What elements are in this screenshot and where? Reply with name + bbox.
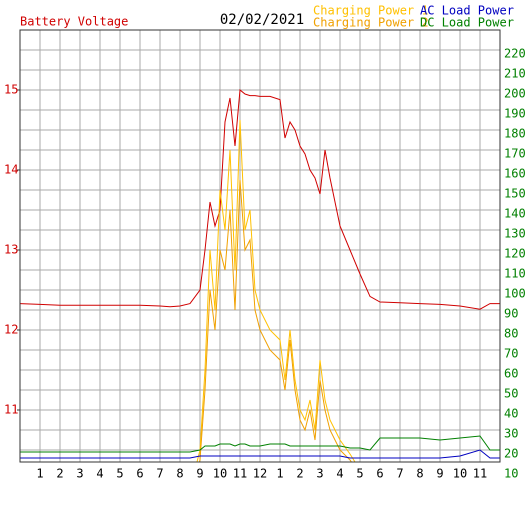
y2-tick-label: 150 bbox=[504, 187, 526, 201]
legend-entry: Charging Power 2 bbox=[313, 16, 429, 30]
y-tick-label: 11 bbox=[4, 403, 18, 417]
x-tick-label: 11 bbox=[473, 467, 487, 481]
x-tick-label: 4 bbox=[336, 467, 343, 481]
x-tick-label: 2 bbox=[296, 467, 303, 481]
plot-lines bbox=[20, 89, 500, 462]
legend-entry: DC Load Power bbox=[420, 16, 514, 30]
plot-frame bbox=[19, 29, 501, 463]
x-tick-label: 7 bbox=[156, 467, 163, 481]
y2-tick-label: 200 bbox=[504, 87, 526, 101]
y2-tick-label: 180 bbox=[504, 127, 526, 141]
y2-tick-label: 160 bbox=[504, 167, 526, 181]
y2-tick-label: 70 bbox=[504, 347, 518, 361]
x-tick-label: 1 bbox=[276, 467, 283, 481]
x-tick-label: 3 bbox=[316, 467, 323, 481]
x-tick-label: 2 bbox=[56, 467, 63, 481]
series-line bbox=[20, 435, 500, 453]
y-tick-label: 12 bbox=[4, 323, 18, 337]
series-line bbox=[20, 89, 500, 310]
x-tick-label: 3 bbox=[76, 467, 83, 481]
x-tick-label: 12 bbox=[253, 467, 267, 481]
x-tick-label: 9 bbox=[436, 467, 443, 481]
grid bbox=[20, 30, 500, 462]
y2-tick-label: 110 bbox=[504, 267, 526, 281]
y2-tick-label: 130 bbox=[504, 227, 526, 241]
legend-entry: AC Load Power bbox=[420, 4, 514, 18]
series-line bbox=[20, 449, 500, 459]
y-tick-label: 15 bbox=[4, 83, 18, 97]
y2-tick-label: 20 bbox=[504, 447, 518, 461]
y-tick-label: 14 bbox=[4, 163, 18, 177]
y2-tick-label: 90 bbox=[504, 307, 518, 321]
y2-tick-label: 10 bbox=[504, 467, 518, 481]
y2-tick-label: 210 bbox=[504, 67, 526, 81]
x-tick-label: 6 bbox=[136, 467, 143, 481]
x-tick-label: 6 bbox=[376, 467, 383, 481]
y2-tick-label: 100 bbox=[504, 287, 526, 301]
chart-title: 02/02/2021 bbox=[220, 12, 304, 28]
x-tick-label: 5 bbox=[356, 467, 363, 481]
y2-tick-label: 120 bbox=[504, 247, 526, 261]
y2-tick-label: 60 bbox=[504, 367, 518, 381]
x-tick-label: 7 bbox=[396, 467, 403, 481]
x-tick-label: 1 bbox=[36, 467, 43, 481]
y2-tick-label: 40 bbox=[504, 407, 518, 421]
y2-tick-label: 170 bbox=[504, 147, 526, 161]
y2-tick-label: 80 bbox=[504, 327, 518, 341]
y2-tick-label: 220 bbox=[504, 47, 526, 61]
series-line bbox=[198, 179, 353, 462]
y2-tick-label: 190 bbox=[504, 107, 526, 121]
y-axis-label: Battery Voltage bbox=[20, 15, 128, 29]
y2-tick-label: 30 bbox=[504, 427, 518, 441]
x-tick-label: 5 bbox=[116, 467, 123, 481]
series-line bbox=[196, 119, 356, 462]
x-tick-label: 11 bbox=[233, 467, 247, 481]
y2-tick-label: 140 bbox=[504, 207, 526, 221]
y2-tick-label: 50 bbox=[504, 387, 518, 401]
x-tick-label: 10 bbox=[213, 467, 227, 481]
x-tick-label: 8 bbox=[176, 467, 183, 481]
x-tick-label: 9 bbox=[196, 467, 203, 481]
x-tick-label: 4 bbox=[96, 467, 103, 481]
x-tick-label: 8 bbox=[416, 467, 423, 481]
y-tick-label: 13 bbox=[4, 243, 18, 257]
x-tick-label: 10 bbox=[453, 467, 467, 481]
legend-entry: Charging Power 1 bbox=[313, 4, 429, 18]
